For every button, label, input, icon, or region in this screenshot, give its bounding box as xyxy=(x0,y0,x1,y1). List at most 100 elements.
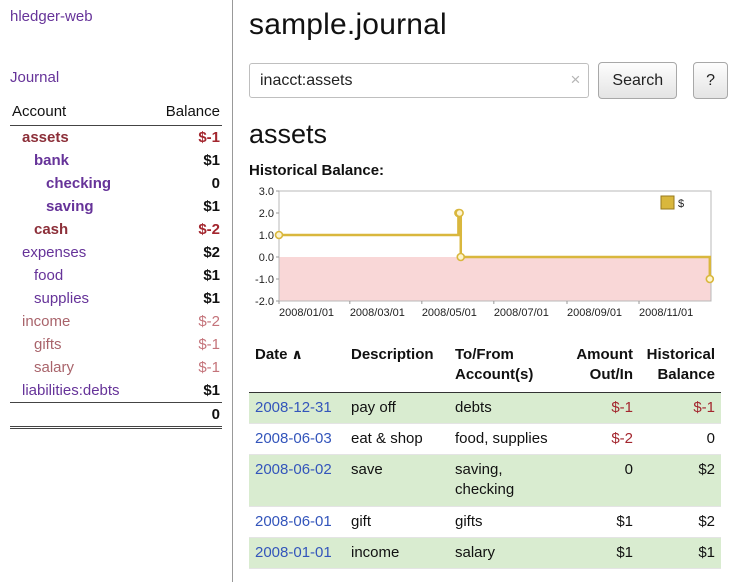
register-header-description: Description xyxy=(345,341,449,393)
account-link[interactable]: bank xyxy=(34,152,70,169)
svg-text:2008/11/01: 2008/11/01 xyxy=(639,307,693,319)
account-balance: $1 xyxy=(203,267,220,284)
accounts-table: Account Balance assets $-1 bank $1 checking 0… xyxy=(10,100,222,429)
accounts-header-account: Account xyxy=(10,100,150,126)
svg-text:2008/09/01: 2008/09/01 xyxy=(567,307,622,319)
transaction-balance: $2 xyxy=(639,506,721,538)
transaction-date-link[interactable]: 2008-12-31 xyxy=(255,398,332,416)
date-header-label: Date xyxy=(255,346,288,363)
accounts-total: 0 xyxy=(10,402,222,429)
transaction-balance: $2 xyxy=(639,454,721,507)
transaction-balance: $1 xyxy=(639,537,721,570)
transaction-description: income xyxy=(345,537,449,570)
account-balance: $-2 xyxy=(198,313,220,330)
account-balance: $1 xyxy=(203,198,220,215)
register-row: 2008-01-01 income salary $1 $1 xyxy=(249,537,721,570)
transaction-accounts: saving, checking xyxy=(449,454,561,507)
account-link[interactable]: assets xyxy=(22,129,69,146)
account-link[interactable]: checking xyxy=(46,175,112,192)
register-row: 2008-06-01 gift gifts $1 $2 xyxy=(249,506,721,538)
transaction-accounts: food, supplies xyxy=(449,423,561,456)
account-row: checking 0 xyxy=(10,172,222,195)
account-balance: $1 xyxy=(203,382,220,399)
accounts-header-row: Account Balance xyxy=(10,100,222,126)
transaction-amount: $1 xyxy=(561,506,639,538)
transaction-accounts: salary xyxy=(449,537,561,570)
account-row: expenses $2 xyxy=(10,241,222,264)
account-link[interactable]: income xyxy=(22,313,71,330)
account-link[interactable]: gifts xyxy=(34,336,62,353)
account-row: gifts $-1 xyxy=(10,333,222,356)
account-row: food $1 xyxy=(10,264,222,287)
account-row: salary $-1 xyxy=(10,356,222,379)
register-header-balance: Historical Balance xyxy=(639,341,721,393)
page-title: sample.journal xyxy=(249,8,447,41)
transaction-balance: $-1 xyxy=(639,392,721,424)
clear-search-icon[interactable]: × xyxy=(570,70,581,89)
chart-canvas: 3.0 2.0 1.0 0.0 -1.0 -2.0 2008/01/01 2008/03/01… xyxy=(255,186,715,319)
chart-title: Historical Balance: xyxy=(249,162,385,179)
transaction-date-link[interactable]: 2008-06-03 xyxy=(255,429,332,447)
search-input[interactable] xyxy=(249,63,590,98)
account-row: supplies $1 xyxy=(10,287,222,310)
account-balance: $-2 xyxy=(198,221,220,238)
account-link[interactable]: salary xyxy=(34,359,75,376)
sidebar: hledger-web Journal Account Balance asse… xyxy=(0,0,233,582)
search-box: × xyxy=(249,63,590,98)
accounts-total-row: 0 xyxy=(10,402,222,429)
account-balance: $-1 xyxy=(198,129,220,146)
accounts-body: assets $-1 bank $1 checking 0 saving $1 cash $-2 e… xyxy=(10,126,222,403)
svg-text:2008/07/01: 2008/07/01 xyxy=(494,307,549,319)
register-header-amount: Amount Out/In xyxy=(561,341,639,393)
account-link[interactable]: liabilities:debts xyxy=(22,382,120,399)
transaction-description: save xyxy=(345,454,449,507)
account-balance: $1 xyxy=(203,290,220,307)
account-balance: $2 xyxy=(203,244,220,261)
register-row: 2008-12-31 pay off debts $-1 $-1 xyxy=(249,392,721,424)
account-link[interactable]: food xyxy=(34,267,64,284)
account-heading: assets xyxy=(249,119,328,149)
register-body: 2008-12-31 pay off debts $-1 $-1 2008-06-03 ea… xyxy=(249,392,721,570)
account-balance: $-1 xyxy=(198,359,220,376)
help-button[interactable]: ? xyxy=(693,62,728,99)
account-link[interactable]: cash xyxy=(34,221,69,238)
account-link[interactable]: expenses xyxy=(22,244,87,261)
account-row: income $-2 xyxy=(10,310,222,333)
transaction-amount: 0 xyxy=(561,454,639,507)
transaction-description: gift xyxy=(345,506,449,538)
transaction-description: eat & shop xyxy=(345,423,449,456)
account-row: cash $-2 xyxy=(10,218,222,241)
register-header-account: To/From Account(s) xyxy=(449,341,561,393)
account-balance: 0 xyxy=(211,175,220,192)
journal-link[interactable]: Journal xyxy=(10,69,60,86)
svg-text:3.0: 3.0 xyxy=(259,186,274,198)
app-title-link[interactable]: hledger-web xyxy=(10,8,93,25)
search-button[interactable]: Search xyxy=(598,62,678,99)
main-content: sample.journal × Search ? assets Histori… xyxy=(233,0,742,582)
account-link[interactable]: supplies xyxy=(34,290,90,307)
app-title: hledger-web xyxy=(10,8,222,25)
account-row: saving $1 xyxy=(10,195,222,218)
account-row: liabilities:debts $1 xyxy=(10,379,222,403)
transaction-date-link[interactable]: 2008-01-01 xyxy=(255,543,332,561)
search-row: × Search ? xyxy=(249,62,728,99)
account-link[interactable]: saving xyxy=(46,198,94,215)
sort-ascending-icon: ∧ xyxy=(291,346,303,362)
transaction-date-link[interactable]: 2008-06-01 xyxy=(255,512,332,530)
register-header-row: Date ∧ Description To/From Account(s) Amo… xyxy=(249,341,721,393)
svg-text:2.0: 2.0 xyxy=(259,208,274,220)
transaction-accounts: gifts xyxy=(449,506,561,538)
transaction-date-link[interactable]: 2008-06-02 xyxy=(255,461,332,478)
register-header-date[interactable]: Date ∧ xyxy=(249,341,345,393)
account-balance: $1 xyxy=(203,152,220,169)
transaction-description: pay off xyxy=(345,392,449,424)
svg-text:0.0: 0.0 xyxy=(259,252,274,264)
account-row: assets $-1 xyxy=(10,126,222,150)
transaction-amount: $1 xyxy=(561,537,639,570)
svg-text:2008/01/01: 2008/01/01 xyxy=(279,307,334,319)
register-row: 2008-06-02 save saving, checking 0 $2 xyxy=(249,454,721,507)
transaction-amount: $-2 xyxy=(561,423,639,456)
svg-text:-2.0: -2.0 xyxy=(255,296,274,308)
historical-balance-chart: 3.0 2.0 1.0 0.0 -1.0 -2.0 2008/01/01 2008/03/01… xyxy=(249,185,717,327)
